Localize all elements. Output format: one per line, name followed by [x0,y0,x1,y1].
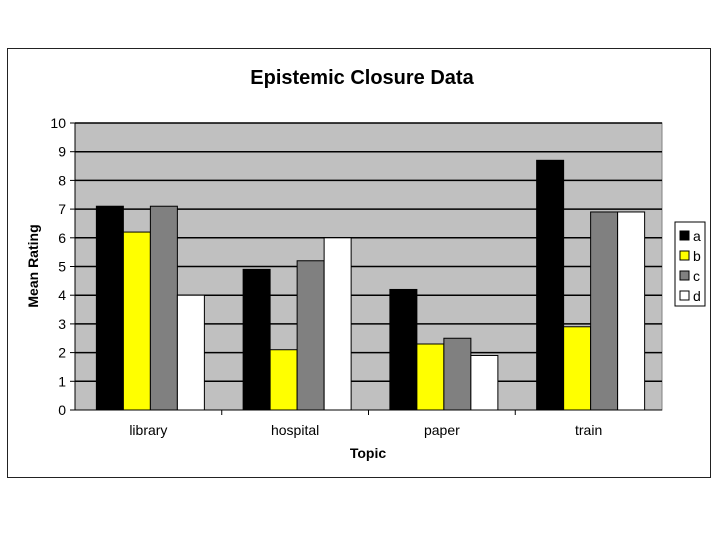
legend-label-d: d [693,288,701,304]
legend-swatch-c [679,270,690,281]
bar-paper-b [416,343,445,411]
x-tick-label: library [129,422,167,438]
x-tick-label: train [575,422,602,438]
axes [70,122,662,415]
x-axis-title: Topic [350,445,387,461]
y-tick-label: 8 [58,172,66,188]
y-tick-label: 9 [58,144,66,160]
bar-hospital-c [296,260,325,411]
chart-title: Epistemic Closure Data [250,67,474,89]
bar-train-b [563,326,592,411]
y-axis-title: Mean Rating [25,224,41,307]
x-tick-label: paper [424,422,460,438]
x-tick-labels: library hospital paper train [129,422,602,438]
legend-label-c: c [693,268,700,284]
y-tick-label: 6 [58,230,66,246]
bar-train-a [536,159,565,411]
y-tick-label: 4 [58,287,66,303]
bar-paper-a [389,288,418,411]
bar-hospital-d [323,237,352,411]
y-tick-label: 10 [50,115,66,131]
bar-train-d [617,211,646,411]
bar-paper-c [443,337,472,411]
legend-label-a: a [693,228,701,244]
legend-swatch-a [679,230,690,241]
y-tick-label: 2 [58,345,66,361]
bar-hospital-a [242,268,271,411]
x-tick-label: hospital [271,422,319,438]
legend-swatch-d [679,290,690,301]
y-tick-label: 5 [58,259,66,275]
y-tick-label: 7 [58,201,66,217]
bar-library-d [176,294,205,411]
bar-train-c [590,211,619,411]
bar-paper-d [470,354,499,411]
bar-library-a [95,205,124,411]
y-tick-label: 0 [58,402,66,418]
y-tick-labels: 0 1 2 3 4 5 6 7 8 9 10 [50,115,66,418]
y-tick-label: 3 [58,316,66,332]
y-tick-label: 1 [58,373,66,389]
bar-library-b [122,231,151,411]
bar-library-c [149,205,178,411]
legend-label-b: b [693,248,701,264]
legend-swatch-b [679,250,690,261]
bar-hospital-b [269,349,298,411]
